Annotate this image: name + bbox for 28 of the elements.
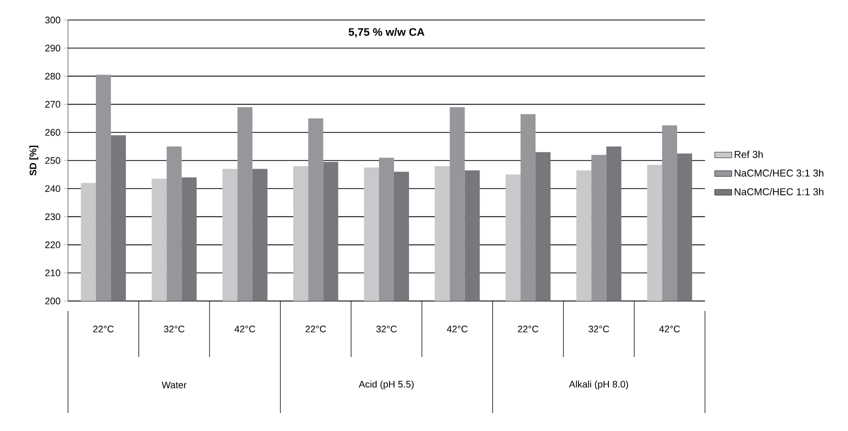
legend-label: Ref 3h bbox=[734, 150, 763, 158]
y-tick-label: 210 bbox=[45, 270, 60, 276]
text: 5,75 % w/w CA bbox=[348, 28, 424, 38]
x-tick-label: 32°C bbox=[376, 326, 397, 332]
x-tick-label: 42°C bbox=[446, 326, 468, 332]
y-tick-label: 270 bbox=[45, 100, 60, 108]
text: Acid (pH 5.5) bbox=[358, 380, 414, 390]
y-tick-label: 300 bbox=[45, 16, 60, 24]
y-tick-label: 290 bbox=[45, 44, 60, 52]
x-tick-label: 32°C bbox=[164, 326, 184, 332]
x-tick-label: 32°C bbox=[588, 326, 610, 332]
y-tick-label: 250 bbox=[45, 157, 60, 164]
y-tick-label: 220 bbox=[45, 241, 60, 248]
y-tick-label: 240 bbox=[45, 185, 60, 192]
x-tick-label: 22°C bbox=[93, 326, 114, 332]
y-tick-label: 230 bbox=[45, 213, 60, 220]
y-tick-label: 280 bbox=[45, 72, 60, 80]
text: Water bbox=[162, 382, 186, 388]
x-tick-label: 42°C bbox=[234, 326, 256, 332]
y-tick-label: 200 bbox=[45, 298, 60, 304]
x-tick-label: 22°C bbox=[518, 326, 538, 332]
y-tick-label: 260 bbox=[45, 129, 60, 136]
x-tick-label: 42°C bbox=[659, 326, 680, 332]
legend-label: NaCMC/HEC 3:1 3h bbox=[734, 169, 824, 177]
legend-label: NaCMC/HEC 1:1 3h bbox=[734, 188, 824, 196]
text: Alkali (pH 8.0) bbox=[569, 380, 628, 390]
y-axis-title: SD [%] bbox=[29, 146, 38, 176]
x-tick-label: 22°C bbox=[306, 326, 326, 332]
